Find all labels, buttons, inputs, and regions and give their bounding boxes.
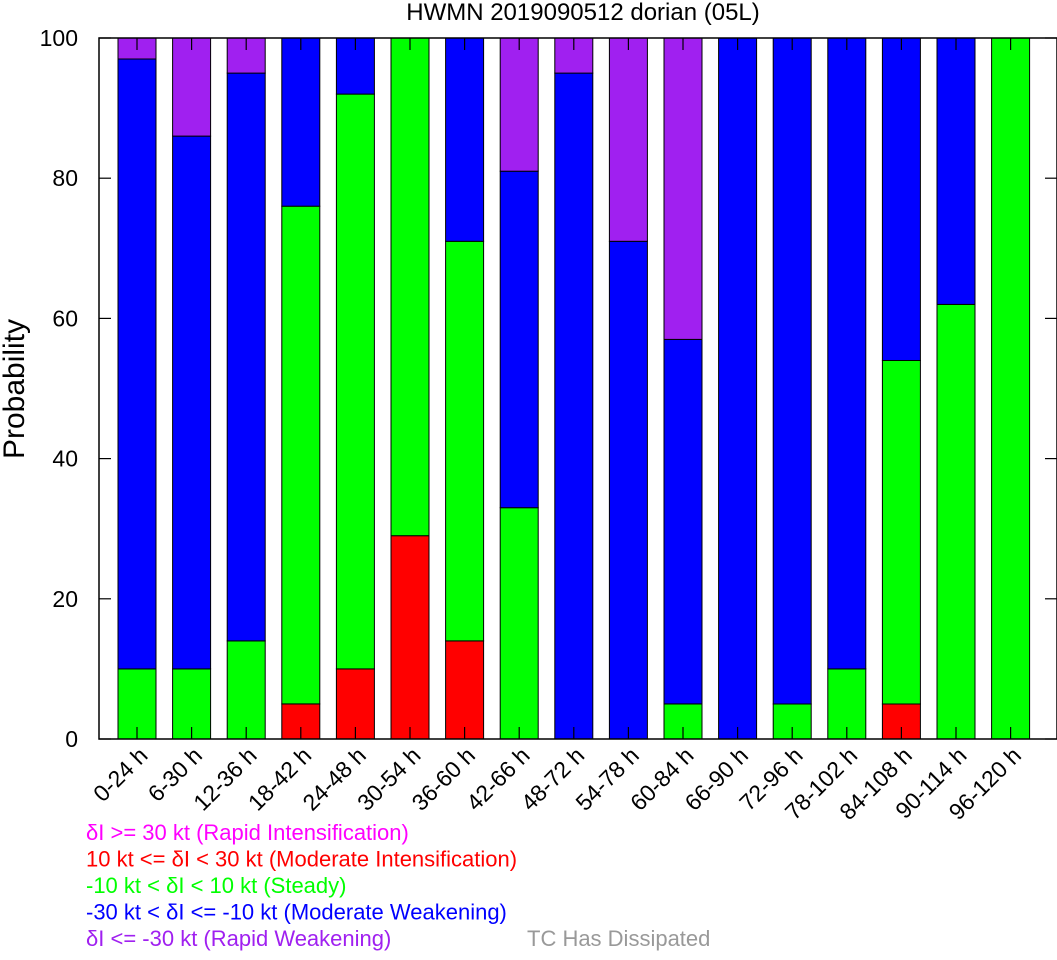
bar-mw-4 <box>335 37 375 95</box>
y-tick-label-1: 20 <box>52 586 78 612</box>
bar-mi-5 <box>390 535 430 740</box>
y-tick-label-5: 100 <box>40 25 78 51</box>
bar-st-3 <box>281 205 321 705</box>
bar-st-14 <box>881 360 921 705</box>
bar-mw-7 <box>499 170 539 509</box>
bar-mw-3 <box>281 37 321 207</box>
legend-entry-1: 10 kt <= δI < 30 kt (Moderate Intensific… <box>86 847 517 872</box>
bar-st-5 <box>390 37 430 537</box>
legend-entry-4: δI <= -30 kt (Rapid Weakening) <box>86 926 391 951</box>
bar-st-2 <box>226 640 266 740</box>
bar-mw-2 <box>226 72 266 642</box>
x-tick-label-0: 0-24 h <box>88 742 153 807</box>
y-ticks-group: 0 20 40 60 80 100 <box>40 25 1057 752</box>
bar-mw-12 <box>772 37 812 705</box>
bar-st-6 <box>445 240 485 642</box>
y-tick-label-0: 0 <box>65 726 78 752</box>
bar-st-7 <box>499 507 539 740</box>
legend-entry-0: δI >= 30 kt (Rapid Intensification) <box>86 820 409 845</box>
bar-rw-1 <box>172 37 212 137</box>
bar-mw-11 <box>718 37 758 740</box>
legend-entry-dissipated: TC Has Dissipated <box>527 926 710 951</box>
bar-rw-7 <box>499 37 539 172</box>
bar-rw-10 <box>663 37 703 340</box>
bar-mi-6 <box>445 640 485 740</box>
bar-rw-9 <box>608 37 648 242</box>
y-axis-label: Probability <box>0 319 31 459</box>
bar-mw-0 <box>117 58 157 670</box>
bar-mw-13 <box>827 37 867 670</box>
legend: δI >= 30 kt (Rapid Intensification)10 kt… <box>86 820 710 951</box>
y-tick-label-2: 40 <box>52 446 78 472</box>
bar-mw-10 <box>663 338 703 705</box>
bar-mw-8 <box>554 72 594 740</box>
chart-title: HWMN 2019090512 dorian (05L) <box>406 0 760 26</box>
bars-group <box>117 37 1031 740</box>
bar-mw-6 <box>445 37 485 242</box>
y-tick-label-3: 60 <box>52 305 78 331</box>
plot-frame <box>98 37 1057 740</box>
bar-st-16 <box>991 37 1031 740</box>
bar-mw-1 <box>172 135 212 670</box>
bar-mw-14 <box>881 37 921 361</box>
bar-st-15 <box>936 303 976 740</box>
y-tick-label-4: 80 <box>52 165 78 191</box>
bar-mw-15 <box>936 37 976 305</box>
bar-mw-9 <box>608 240 648 740</box>
legend-entry-3: -30 kt < δI <= -10 kt (Moderate Weakenin… <box>86 900 507 925</box>
bar-st-4 <box>335 93 375 670</box>
legend-entry-2: -10 kt < δI < 10 kt (Steady) <box>86 873 346 898</box>
